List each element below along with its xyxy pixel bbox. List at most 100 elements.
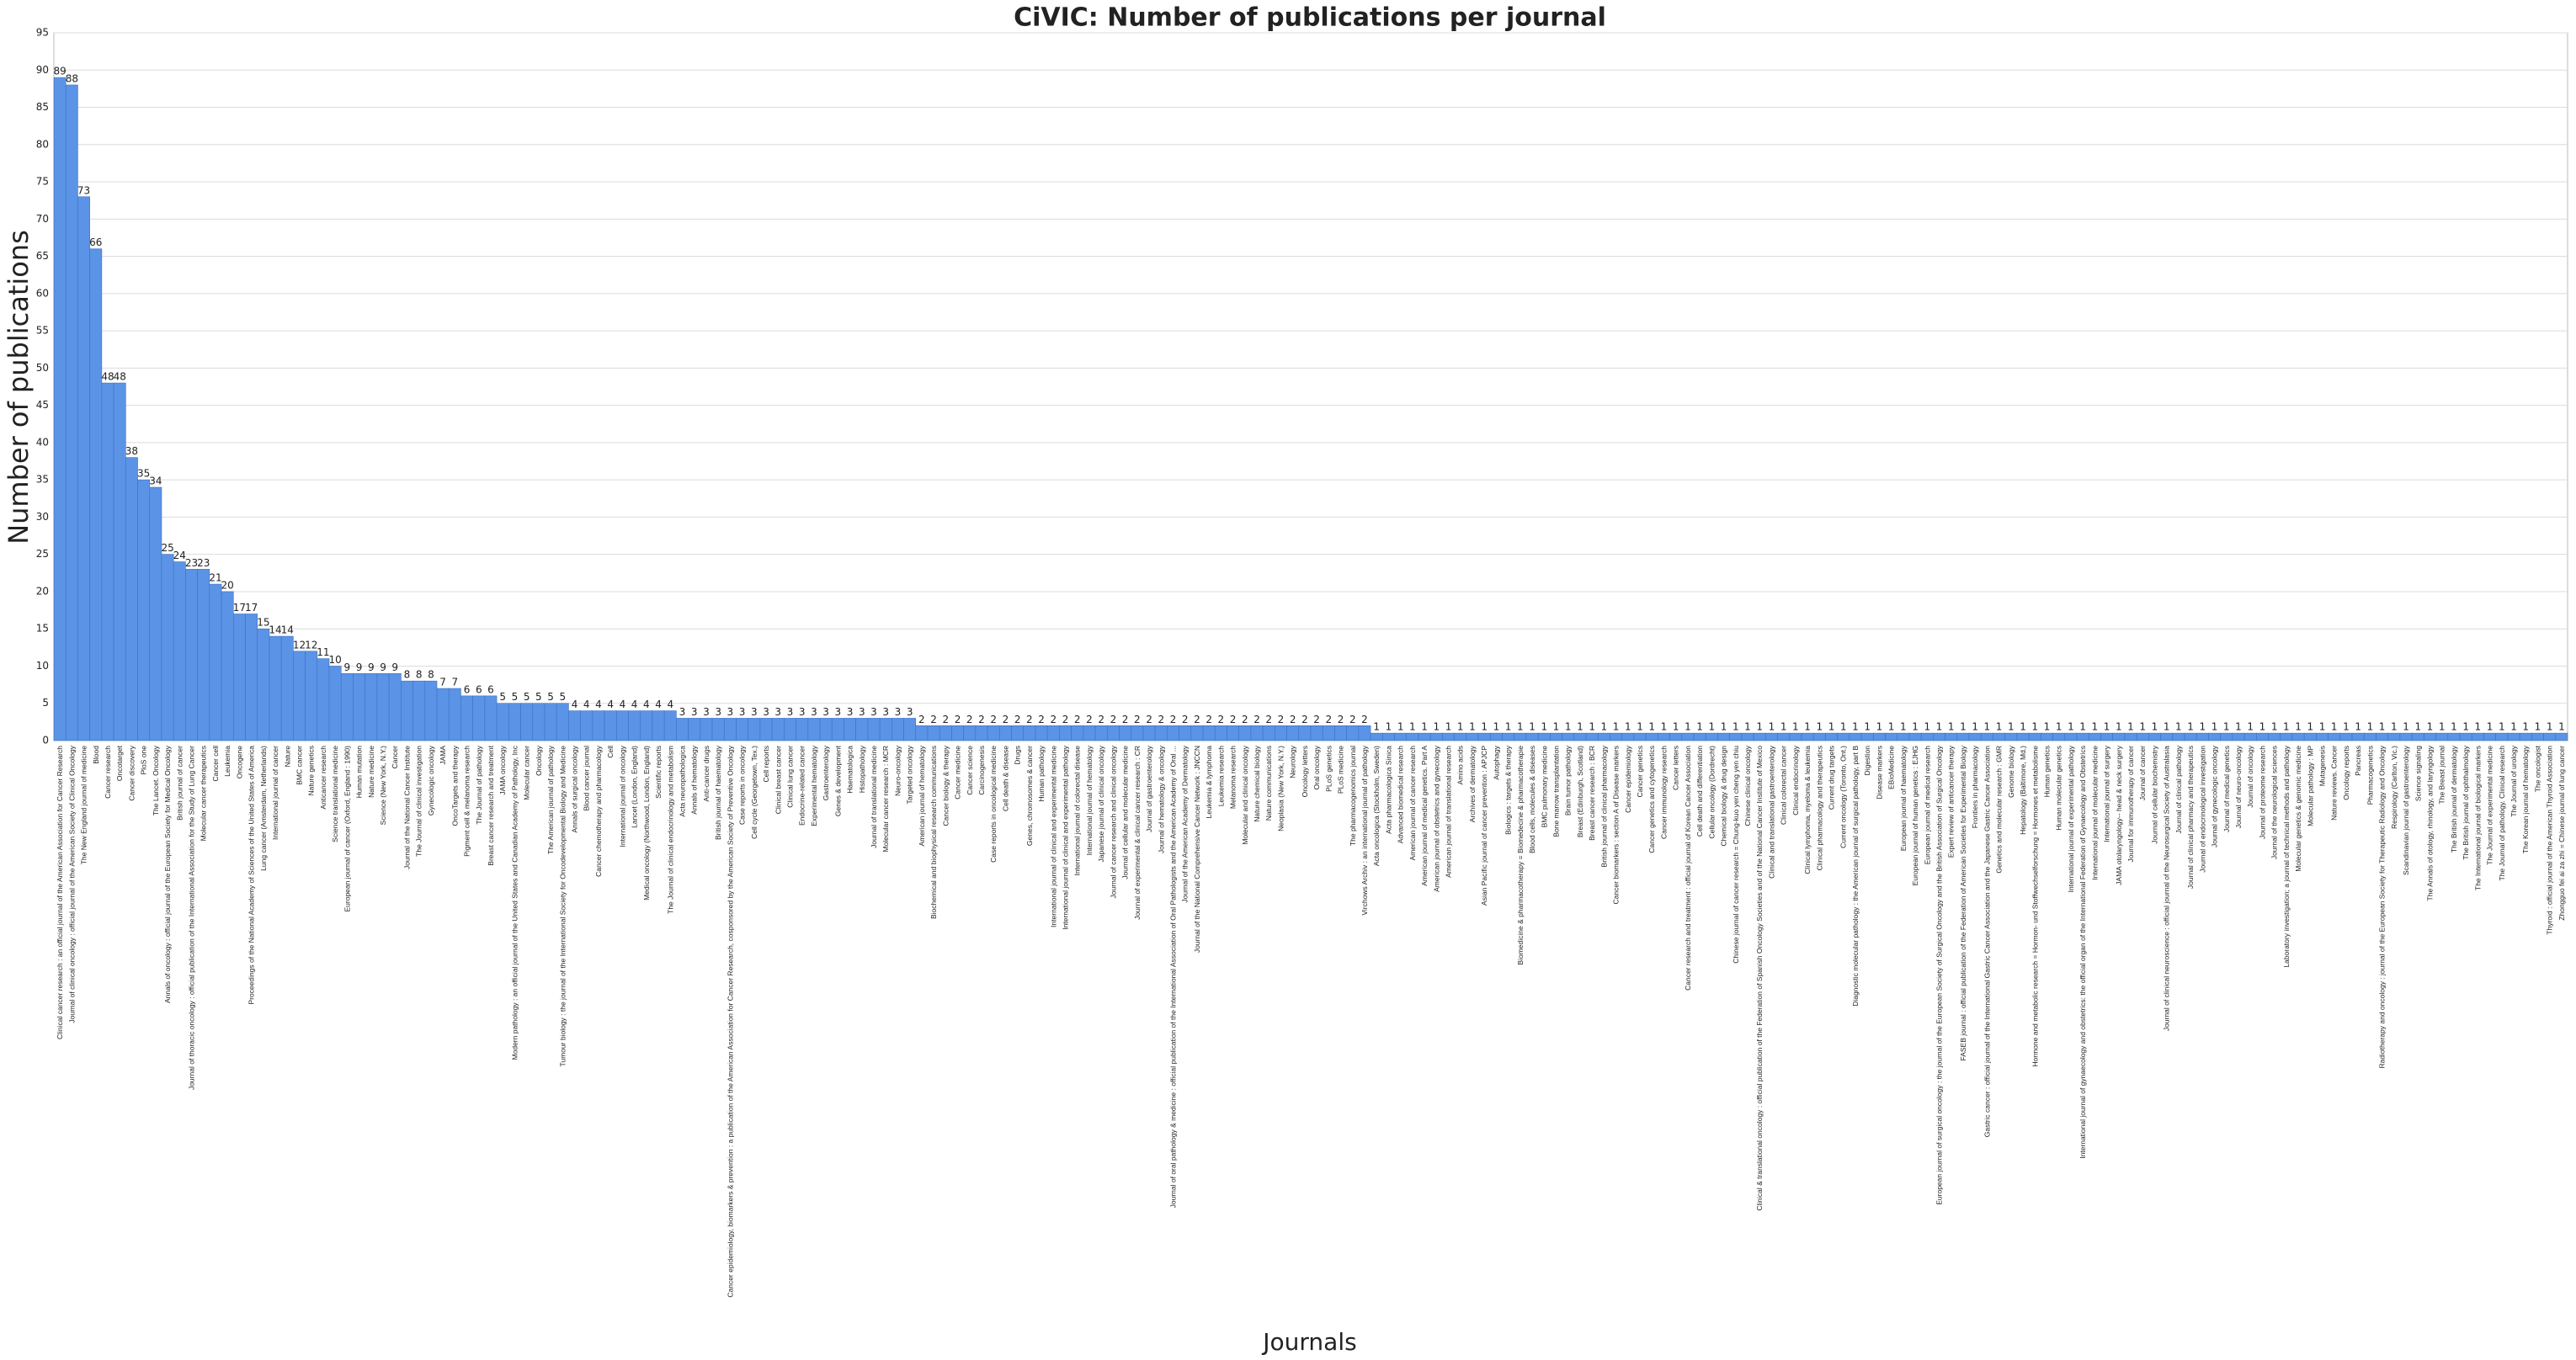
value-label: 8 (428, 669, 434, 681)
bar (951, 725, 964, 741)
bar (1812, 732, 1826, 741)
x-tick-label: Cancer biology & therapy (941, 745, 950, 826)
value-label: 2 (1313, 714, 1320, 725)
bar (1322, 725, 1335, 741)
value-label: 1 (2547, 721, 2553, 733)
bar (2041, 732, 2053, 741)
bar (317, 658, 330, 741)
x-tick-label: Acta oncologica (Stockholm, Sweden) (1372, 746, 1381, 866)
x-tick-label: Genes & development (833, 745, 842, 816)
value-label: 1 (1685, 721, 1691, 733)
bar (1429, 732, 1443, 741)
bar (2124, 732, 2137, 741)
bar (197, 569, 210, 741)
bar (293, 651, 306, 741)
x-tick-label: Annals of surgical oncology (571, 745, 579, 832)
bar (1765, 732, 1778, 741)
x-tick-label: Cancer research (104, 746, 112, 799)
bar (1119, 725, 1132, 741)
x-tick-label: Journal of cancer (2138, 746, 2147, 800)
bar (1214, 725, 1227, 741)
value-label: 1 (2271, 721, 2278, 733)
value-label: 2 (1278, 714, 1285, 725)
bar (556, 703, 569, 741)
bar (1454, 732, 1467, 741)
value-label: 2 (1098, 714, 1104, 725)
x-tick-label: Cell death & disease (1001, 746, 1009, 811)
bar (1346, 725, 1360, 741)
value-label: 9 (356, 661, 363, 673)
x-tick-label: JAMA (439, 746, 447, 765)
value-label: 3 (774, 706, 781, 718)
x-tick-label: Cancer genetics and cytogenetics (1647, 746, 1656, 853)
x-tick-label: European journal of haematology (1899, 745, 1908, 851)
value-label: 10 (329, 654, 342, 666)
x-tick-label: Nature reviews. Cancer (2330, 746, 2339, 821)
x-tick-label: Journal of the National Comprehensive Ca… (1193, 746, 1201, 953)
x-tick-label: Tumour biology : the journal of the Inte… (558, 746, 567, 1067)
value-label: 1 (1948, 721, 1955, 733)
value-label: 1 (1732, 721, 1739, 733)
bar (77, 196, 90, 741)
x-tick-label: Mutagenesis (2318, 746, 2327, 786)
x-tick-label: International journal of clinical and ex… (1062, 745, 1070, 930)
bar (1466, 732, 1479, 741)
x-tick-label: Proceedings of the National Academy of S… (247, 746, 256, 1005)
y-tick-label: 85 (36, 101, 49, 113)
value-label: 4 (620, 699, 626, 710)
bar (1837, 732, 1850, 741)
x-tick-label: Acta pharmacologica Sinica (1384, 746, 1392, 834)
bar (748, 718, 761, 741)
bar (1980, 732, 1993, 741)
value-label: 1 (2247, 721, 2254, 733)
x-tick-label: Modern pathology : an official journal o… (510, 745, 519, 1060)
value-label: 6 (487, 683, 494, 695)
value-label: 1 (1469, 721, 1476, 733)
x-tick-label: Journal of medical genetics (2222, 746, 2231, 832)
bar (305, 651, 318, 741)
bar (101, 382, 114, 741)
bar (1669, 732, 1683, 741)
x-tick-label: International journal of clinical and ex… (1049, 746, 1057, 927)
x-tick-label: Digestion (1863, 746, 1871, 776)
x-tick-label: Leukemia & lymphoma (1205, 746, 1213, 819)
x-tick-label: Clinical and translational gastroenterol… (1767, 745, 1775, 879)
value-label: 3 (882, 706, 889, 718)
bar (436, 688, 450, 741)
value-label: 1 (1601, 721, 1608, 733)
value-label: 1 (2031, 721, 2038, 733)
value-label: 1 (2379, 721, 2386, 733)
bar (1908, 732, 1922, 741)
bar (1993, 732, 2006, 741)
bar (376, 673, 390, 741)
x-tick-label: Leukemia research (1216, 746, 1225, 807)
bar (2243, 732, 2257, 741)
x-tick-label: Anticancer research (319, 746, 327, 810)
value-label: 2 (1134, 714, 1141, 725)
value-label: 3 (835, 706, 842, 718)
bar (448, 688, 461, 741)
bar (209, 583, 222, 741)
value-label: 3 (895, 706, 902, 718)
value-label: 3 (739, 706, 746, 718)
x-tick-label: Journal of clinical pathology (2174, 745, 2183, 833)
x-tick-label: JAMA otolaryngology-- head & neck surger… (2115, 745, 2123, 885)
bar (245, 614, 258, 741)
value-label: 1 (2104, 721, 2110, 733)
x-tick-label: Pharmacogenetics (2366, 746, 2374, 805)
x-tick-label: Chinese clinical oncology (1743, 745, 1752, 826)
bar (2220, 732, 2233, 741)
y-tick-label: 50 (36, 362, 49, 374)
bar (568, 710, 581, 741)
value-label: 4 (643, 699, 650, 710)
bar (1442, 732, 1455, 741)
bar (280, 635, 294, 741)
x-tick-label: Diagnostic molecular pathology : the Ame… (1851, 746, 1860, 1007)
x-tick-label: Gastroenterology (822, 745, 830, 800)
x-tick-label: Breast cancer research and treatment (487, 745, 495, 865)
value-label: 5 (559, 691, 566, 703)
x-tick-label: Frontiers in pharmacology (1971, 745, 1979, 828)
bar (903, 718, 917, 741)
bar (855, 718, 869, 741)
x-tick-label: Scandinavian journal of gastroenterology (2402, 745, 2410, 875)
